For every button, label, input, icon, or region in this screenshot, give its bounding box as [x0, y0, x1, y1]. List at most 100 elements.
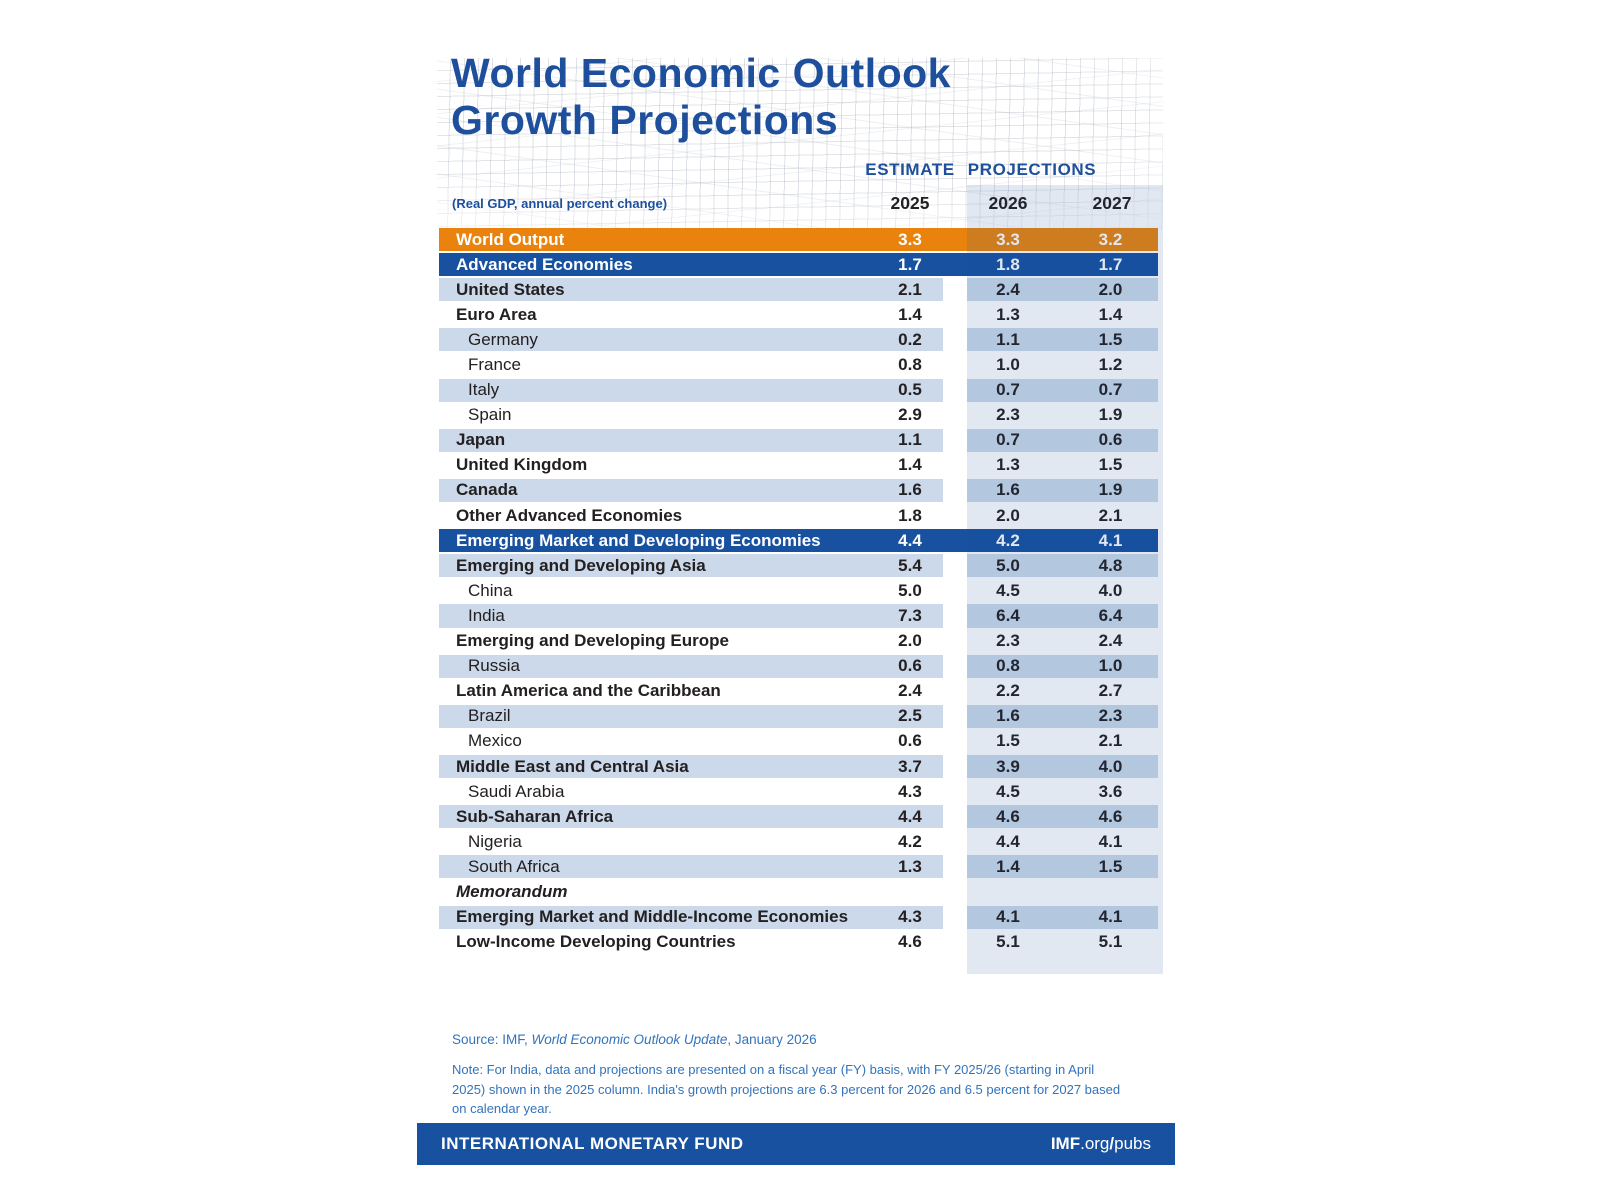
column-gutter: [943, 303, 967, 326]
value-2025: 0.6: [898, 656, 922, 676]
value-2025: 2.9: [898, 405, 922, 425]
source-line: Source: IMF, World Economic Outlook Upda…: [452, 1032, 817, 1047]
table-row: Brazil 2.5 1.6 2.3: [439, 704, 1158, 728]
value-2026: 6.4: [996, 605, 1020, 625]
title-line-2: Growth Projections: [451, 97, 839, 143]
row-label: France: [468, 355, 521, 375]
row-right-cell: 4.1 4.1: [967, 905, 1158, 929]
row-right-cell: 2.0 2.1: [967, 504, 1158, 527]
row-right-cell: 0.8 1.0: [967, 654, 1158, 678]
wireframe-mesh-background: [437, 58, 1163, 230]
value-2027: 3.2: [1098, 229, 1123, 249]
value-2025: 5.4: [898, 555, 922, 575]
table-row: China 5.0 4.5 4.0: [439, 579, 1158, 602]
row-label: Emerging and Developing Europe: [456, 631, 729, 651]
value-2025: 0.8: [898, 355, 922, 375]
value-2027: 1.7: [1098, 254, 1123, 274]
value-2025: 4.3: [898, 907, 922, 927]
row-left-cell: Mexico 0.6: [439, 730, 943, 753]
row-left-cell: Memorandum: [439, 880, 943, 903]
column-gutter: [943, 705, 967, 728]
year-header-2025: 2025: [890, 193, 930, 213]
row-left-cell: Emerging and Developing Europe 2.0: [439, 630, 943, 653]
row-right-cell: 4.5 4.0: [967, 579, 1158, 602]
row-right-cell: 6.4 6.4: [967, 604, 1158, 628]
value-2026: 5.1: [996, 932, 1020, 952]
row-label: Emerging Market and Middle-Income Econom…: [456, 907, 849, 927]
value-2027: 1.5: [1098, 329, 1123, 349]
value-2025: 1.8: [898, 505, 922, 525]
row-label: Emerging and Developing Asia: [456, 555, 706, 575]
row-label: Sub-Saharan Africa: [456, 806, 614, 826]
value-2026: 4.6: [996, 806, 1020, 826]
column-gutter: [943, 379, 967, 402]
table-row: Mexico 0.6 1.5 2.1: [439, 730, 1158, 753]
source-suffix: , January 2026: [727, 1032, 817, 1047]
row-right-cell: 2.2 2.7: [967, 680, 1158, 703]
row-left-cell: Spain 2.9: [439, 404, 943, 427]
row-right-cell: 1.3 1.5: [967, 454, 1158, 477]
row-left-cell: Euro Area 1.4: [439, 303, 943, 326]
row-right-cell: 3.9 4.0: [967, 754, 1158, 779]
row-left-cell: United States 2.1: [439, 278, 943, 302]
table-row: Saudi Arabia 4.3 4.5 3.6: [439, 780, 1158, 803]
row-left-cell: India 7.3: [439, 604, 943, 628]
value-2026: 0.7: [996, 380, 1020, 400]
value-2027: 1.9: [1098, 480, 1123, 500]
row-left-cell: Germany 0.2: [439, 328, 943, 352]
source-publication: World Economic Outlook Update: [531, 1032, 728, 1047]
row-left-cell: Canada 1.6: [439, 478, 943, 503]
value-2025: 1.6: [898, 480, 922, 500]
value-2025: 0.5: [898, 380, 922, 400]
row-label: South Africa: [468, 856, 560, 876]
row-left-cell: South Africa 1.3: [439, 855, 943, 879]
table-row: India 7.3 6.4 6.4: [439, 604, 1158, 628]
imf-url-slash: /: [1109, 1134, 1115, 1153]
row-right-cell: 3.3 3.2: [967, 228, 1158, 251]
row-right-cell: 1.6 1.9: [967, 478, 1158, 503]
value-2027: 2.3: [1098, 706, 1123, 726]
table-rows: World Output 3.3 3.3 3.2 Advanced Economies 1…: [439, 228, 1158, 954]
row-label: Germany: [468, 329, 538, 349]
row-right-cell: 4.2 4.1: [967, 529, 1158, 552]
row-left-cell: Nigeria 4.2: [439, 830, 943, 853]
row-left-cell: Emerging Market and Middle-Income Econom…: [439, 905, 943, 929]
row-label: Advanced Economies: [456, 254, 633, 274]
value-2025: 1.7: [898, 254, 922, 274]
row-right-cell: [967, 880, 1158, 903]
value-2027: 1.0: [1098, 656, 1123, 676]
row-left-cell: Russia 0.6: [439, 654, 943, 678]
row-right-cell: 0.7 0.6: [967, 428, 1158, 452]
row-label: Other Advanced Economies: [456, 505, 683, 525]
row-left-cell: Advanced Economies 1.7: [439, 253, 943, 276]
value-2027: 1.9: [1098, 405, 1123, 425]
table-row: United Kingdom 1.4 1.3 1.5: [439, 454, 1158, 477]
column-gutter: [943, 479, 967, 502]
value-2026: 4.5: [996, 580, 1020, 600]
row-left-cell: France 0.8: [439, 353, 943, 376]
value-2025: 4.4: [898, 806, 922, 826]
value-2026: 1.5: [996, 731, 1020, 751]
row-right-cell: 2.3 1.9: [967, 404, 1158, 427]
row-label: China: [468, 580, 513, 600]
value-2026: 0.7: [996, 430, 1020, 450]
column-gutter: [943, 253, 967, 276]
column-gutter: [943, 931, 967, 954]
value-2026: 1.3: [996, 455, 1020, 475]
row-label: Latin America and the Caribbean: [456, 681, 721, 701]
table-row: Middle East and Central Asia 3.7 3.9 4.0: [439, 754, 1158, 779]
value-2025: 1.4: [898, 304, 922, 324]
table-row: Emerging and Developing Asia 5.4 5.0 4.8: [439, 554, 1158, 578]
value-2026: [967, 880, 1049, 903]
value-2026: 1.6: [996, 706, 1020, 726]
table-row: Emerging Market and Developing Economies…: [439, 529, 1158, 553]
value-2025: 4.4: [898, 530, 922, 550]
value-2026: 1.3: [996, 304, 1020, 324]
row-left-cell: Japan 1.1: [439, 428, 943, 452]
row-label: Saudi Arabia: [468, 781, 565, 801]
column-gutter: [943, 529, 967, 552]
value-2027: 4.1: [1098, 831, 1123, 851]
value-2026: 2.3: [996, 631, 1020, 651]
value-2027: 4.0: [1098, 580, 1123, 600]
